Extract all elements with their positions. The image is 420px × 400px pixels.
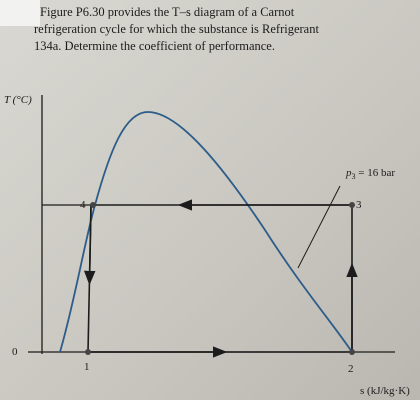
point-label: 1	[84, 361, 90, 373]
problem-line: refrigeration cycle for which the substa…	[34, 22, 319, 36]
state-dot	[85, 349, 91, 355]
state-dot	[90, 202, 96, 208]
point-label: 4	[80, 199, 86, 211]
pressure-label: p3 = 16 bar	[345, 167, 395, 181]
leader-line	[297, 185, 341, 269]
state-dot	[349, 349, 355, 355]
zero-label: 0	[12, 346, 18, 358]
arrow	[83, 204, 96, 286]
pressure-symbol: p	[345, 167, 352, 179]
state-dots	[85, 202, 355, 355]
state-dot	[349, 202, 355, 208]
x-axis-label: s (kJ/kg·K)	[360, 385, 410, 397]
point-label: 2	[348, 363, 354, 375]
problem-line: 134a. Determine the coefficient of perfo…	[34, 39, 275, 53]
pressure-subscript: 3	[352, 172, 356, 181]
point-label: 3	[356, 199, 362, 211]
y-axis-label: T (°C)	[4, 94, 32, 106]
saturation-dome	[59, 111, 353, 353]
paper-corner	[0, 0, 40, 26]
problem-line: Figure P6.30 provides the T–s diagram of…	[40, 5, 295, 19]
cycle	[83, 185, 358, 358]
pressure-value: = 16 bar	[356, 167, 396, 179]
